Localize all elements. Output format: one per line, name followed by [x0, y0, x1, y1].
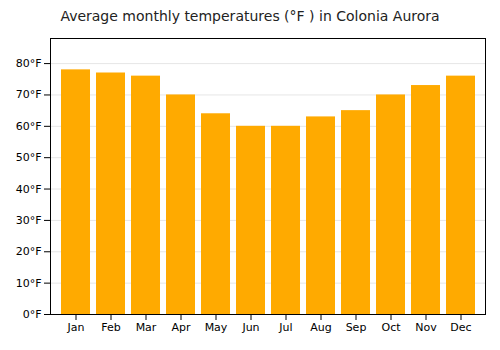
svg-text:20°F: 20°F [16, 245, 42, 258]
svg-text:Jan: Jan [67, 321, 85, 334]
svg-text:80°F: 80°F [16, 57, 42, 70]
svg-text:Sep: Sep [346, 321, 367, 334]
svg-text:Dec: Dec [450, 321, 471, 334]
svg-text:Jun: Jun [241, 321, 259, 334]
svg-text:Apr: Apr [171, 321, 191, 334]
svg-text:10°F: 10°F [16, 277, 42, 290]
svg-text:Jul: Jul [278, 321, 292, 334]
svg-text:Feb: Feb [101, 321, 120, 334]
html-text:Average monthly temperatures (: Average monthly temperatures (°F ) in Co… [60, 8, 440, 24]
svg-text:Mar: Mar [136, 321, 157, 334]
svg-text:70°F: 70°F [16, 88, 42, 101]
svg-text:Aug: Aug [310, 321, 331, 334]
svg-text:40°F: 40°F [16, 183, 42, 196]
svg-text:30°F: 30°F [16, 214, 42, 227]
svg-text:60°F: 60°F [16, 120, 42, 133]
svg-text:May: May [205, 321, 228, 334]
svg-text:Oct: Oct [381, 321, 401, 334]
svg-text:Nov: Nov [415, 321, 437, 334]
svg-text:50°F: 50°F [16, 151, 42, 164]
svg-text:0°F: 0°F [23, 308, 42, 321]
